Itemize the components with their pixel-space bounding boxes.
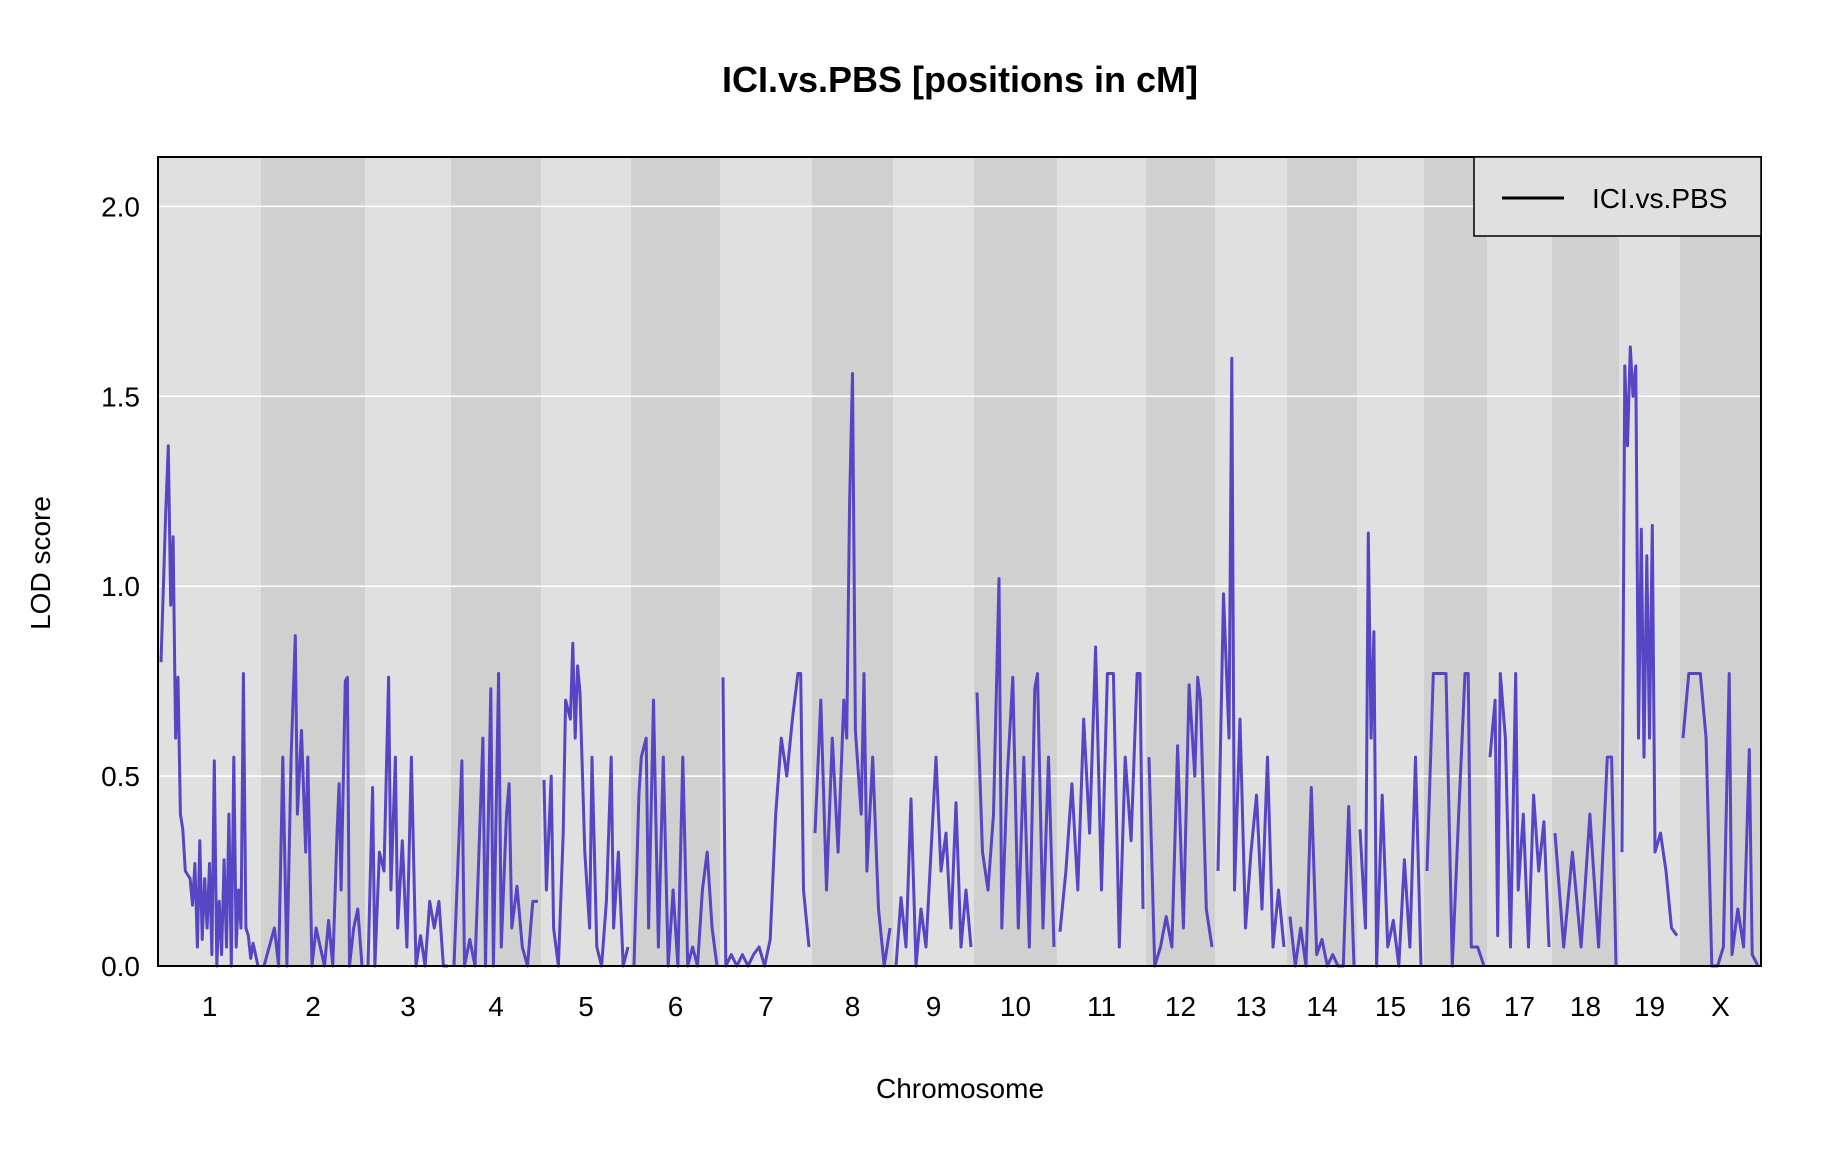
chromosome-band-9: [893, 157, 974, 966]
x-tick-label-10: 10: [1000, 991, 1031, 1022]
series-line-chr-8: [813, 372, 892, 968]
series-line-chr-4: [452, 672, 538, 968]
series-line-chr-16: [1425, 672, 1486, 968]
series-line-chr-10: [975, 577, 1056, 949]
series-line-chr-5: [542, 641, 630, 968]
chromosome-bands: [158, 157, 1761, 966]
y-tick-label: 0.5: [101, 761, 140, 792]
series-line-chr-18: [1553, 755, 1618, 967]
y-axis: 0.0 0.5 1.0 1.5 2.0: [101, 191, 140, 982]
series-layer: [159, 345, 1760, 968]
x-tick-label-6: 6: [668, 991, 684, 1022]
x-tick-label-X: X: [1711, 991, 1730, 1022]
y-axis-label: LOD score: [25, 496, 56, 630]
x-tick-label-15: 15: [1375, 991, 1406, 1022]
x-tick-label-19: 19: [1634, 991, 1665, 1022]
chart-title: ICI.vs.PBS [positions in cM]: [722, 59, 1198, 100]
y-tick-label: 1.0: [101, 571, 140, 602]
series-line-chr-2: [262, 634, 364, 968]
x-tick-label-17: 17: [1504, 991, 1535, 1022]
x-axis-label: Chromosome: [876, 1073, 1044, 1104]
series-line-chr-X: [1681, 672, 1760, 968]
y-tick-label: 1.5: [101, 381, 140, 412]
x-tick-label-9: 9: [926, 991, 942, 1022]
series-line-chr-7: [721, 672, 811, 968]
series-line-chr-13: [1216, 356, 1286, 949]
x-tick-label-2: 2: [305, 991, 321, 1022]
series-line-chr-6: [632, 698, 719, 968]
series-line-chr-17: [1488, 672, 1551, 949]
chromosome-band-13: [1215, 157, 1287, 966]
x-tick-label-13: 13: [1235, 991, 1266, 1022]
x-tick-label-5: 5: [578, 991, 594, 1022]
x-tick-label-1: 1: [202, 991, 218, 1022]
series-line-chr-9: [894, 755, 973, 968]
x-tick-label-16: 16: [1440, 991, 1471, 1022]
series-line-chr-15: [1358, 531, 1423, 968]
series-line-chr-11: [1058, 645, 1145, 949]
y-tick-label: 0.0: [101, 951, 140, 982]
chromosome-band-19: [1619, 157, 1680, 966]
series-line-chr-12: [1147, 675, 1214, 968]
x-tick-label-4: 4: [488, 991, 504, 1022]
x-tick-label-12: 12: [1165, 991, 1196, 1022]
x-tick-label-14: 14: [1306, 991, 1337, 1022]
chromosome-band-7: [720, 157, 812, 966]
x-axis: 1 2 3 4 5 6 7 8 9 10 11 12 13 14 15 16 17 18 19 X: [202, 991, 1730, 1022]
legend: ICI.vs.PBS: [1473, 156, 1762, 237]
chromosome-band-3: [365, 157, 451, 966]
x-tick-label-7: 7: [758, 991, 774, 1022]
legend-label: ICI.vs.PBS: [1592, 183, 1727, 214]
x-tick-label-11: 11: [1087, 991, 1116, 1022]
chromosome-band-6: [631, 157, 720, 966]
x-tick-label-18: 18: [1570, 991, 1601, 1022]
chromosome-band-18: [1552, 157, 1619, 966]
x-tick-label-3: 3: [400, 991, 416, 1022]
chromosome-band-X: [1680, 157, 1761, 966]
chromosome-band-16: [1424, 157, 1487, 966]
plot-frame: [157, 156, 1762, 967]
chromosome-band-14: [1287, 157, 1357, 966]
y-tick-label: 2.0: [101, 191, 140, 222]
series-line-chr-19: [1620, 345, 1679, 937]
series-line-chr-1: [159, 444, 260, 968]
series-line-chr-3: [366, 675, 448, 968]
chromosome-band-5: [541, 157, 631, 966]
x-tick-label-8: 8: [845, 991, 861, 1022]
